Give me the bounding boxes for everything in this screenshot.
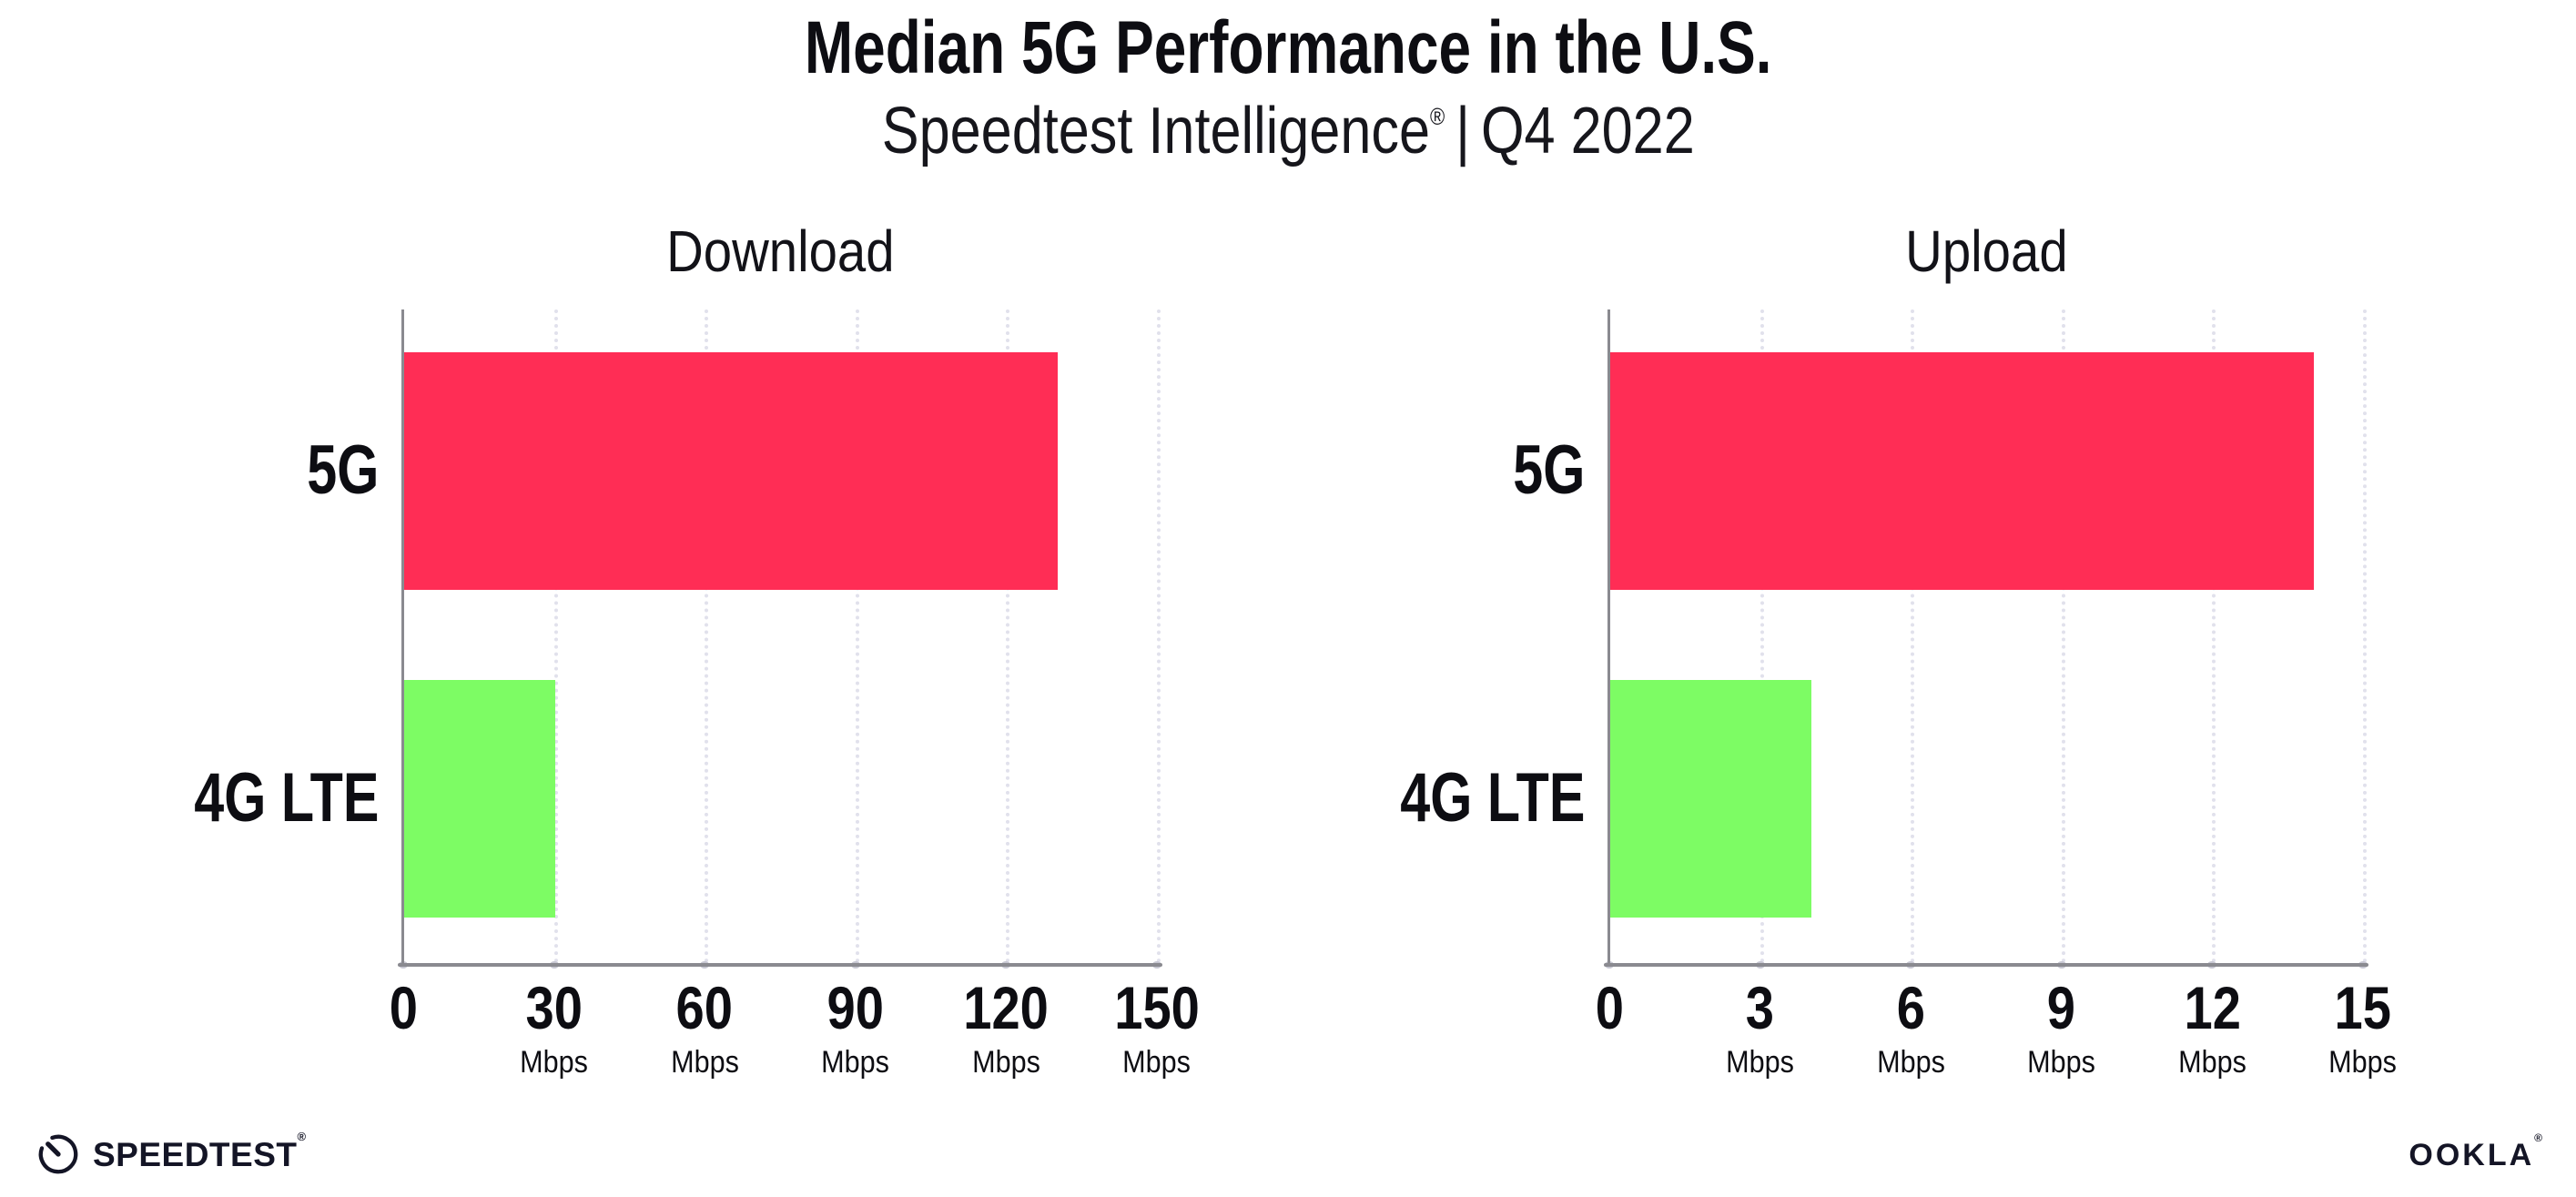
gridline [1006,309,1010,963]
x-tick-unit-text: Mbps [1726,1045,1794,1080]
x-tick-label-text: 90 [827,974,884,1041]
x-tick-label: 12 [2103,978,2321,1038]
gridline [705,309,709,963]
x-tick-unit-text: Mbps [821,1045,890,1080]
x-tick-unit-text: Mbps [2328,1045,2398,1080]
speedtest-registered-mark-icon: ® [297,1130,307,1144]
gridline [1760,309,1764,963]
x-tick-label-text: 6 [1896,974,1925,1041]
y-category-label-5g: 5G [1221,436,1585,505]
speedtest-logo: SPEEDTEST® [36,1131,307,1176]
gridline [855,309,859,963]
gridline [1157,309,1161,963]
gridline [1911,309,1915,963]
y-axis-line [1607,309,1610,967]
registered-mark-icon: ® [1429,104,1445,130]
x-tick-unit-text: Mbps [2177,1045,2246,1080]
x-tick-label: 120 [897,978,1115,1038]
x-tick-label: 90 [746,978,965,1038]
x-tick-label: 30 [445,978,664,1038]
x-tick-unit-label: Mbps [1651,1047,1870,1078]
chart-title-download: Download [416,222,1144,280]
y-category-label-5g: 5G [15,436,379,505]
page-subtitle-text: Speedtest Intelligence® | Q4 2022 [882,98,1695,164]
speedtest-wordmark: SPEEDTEST® [93,1131,307,1173]
y-category-label-text: 5G [306,431,379,509]
chart-title-upload: Upload [1622,222,2350,280]
x-tick-unit-label: Mbps [445,1047,664,1078]
x-tick-label: 150 [1048,978,1266,1038]
x-tick-label-text: 0 [389,974,418,1041]
bar-5g [404,352,1058,590]
gridline [2212,309,2216,963]
chart-title-text: Upload [1904,218,2068,284]
x-tick-unit-label: Mbps [746,1047,965,1078]
page-title: Median 5G Performance in the U.S. [0,11,2576,86]
y-axis-line [401,309,404,967]
subtitle-separator: | [1455,95,1470,167]
x-tick-label-text: 9 [2047,974,2076,1041]
x-tick-label-text: 15 [2334,974,2392,1041]
x-tick-unit-text: Mbps [1876,1045,1945,1080]
x-tick-unit-text: Mbps [670,1045,739,1080]
x-tick-label: 60 [595,978,814,1038]
x-tick-unit-label: Mbps [897,1047,1115,1078]
x-tick-unit-label: Mbps [2254,1047,2472,1078]
x-axis-line [398,963,1162,967]
x-tick-unit-text: Mbps [520,1045,588,1080]
x-tick-label-text: 150 [1114,974,1200,1041]
page-subtitle: Speedtest Intelligence® | Q4 2022 [0,98,2576,164]
ookla-logo: OOKLA® [2409,1132,2545,1172]
bar-5g [1610,352,2314,590]
x-tick-unit-label: Mbps [2103,1047,2321,1078]
subtitle-brand: Speedtest Intelligence [881,95,1430,167]
y-category-label-text: 4G LTE [1399,759,1585,837]
x-tick-label-text: 12 [2184,974,2241,1041]
x-tick-label-text: 30 [525,974,583,1041]
x-tick-unit-text: Mbps [2027,1045,2096,1080]
plot-download [398,309,1162,969]
x-tick-label: 6 [1801,978,2020,1038]
x-tick-label: 0 [294,978,512,1038]
x-tick-label-text: 3 [1745,974,1775,1041]
x-tick-label-text: 60 [675,974,734,1041]
x-tick-label: 0 [1500,978,1719,1038]
gridline [2363,309,2367,963]
gridline [2061,309,2065,963]
y-category-label-text: 4G LTE [193,759,379,837]
y-category-label-4g-lte: 4G LTE [1221,764,1585,833]
x-tick-label: 3 [1651,978,1870,1038]
x-tick-unit-label: Mbps [1952,1047,2171,1078]
speedtest-gauge-icon [38,1134,78,1174]
x-tick-unit-text: Mbps [971,1045,1040,1080]
ookla-registered-mark-icon: ® [2534,1131,2545,1144]
x-tick-label: 9 [1952,978,2171,1038]
y-category-label-4g-lte: 4G LTE [15,764,379,833]
y-category-label-text: 5G [1512,431,1585,509]
chart-title-text: Download [665,218,895,284]
bar-4g-lte [1610,680,1811,918]
x-tick-label-text: 0 [1595,974,1624,1041]
x-tick-unit-text: Mbps [1122,1045,1192,1080]
subtitle-period: Q4 2022 [1480,95,1695,167]
gridline [553,309,558,963]
x-tick-label-text: 120 [963,974,1050,1041]
x-axis-line [1604,963,2368,967]
speedtest-label: SPEEDTEST [93,1135,298,1173]
page-title-text: Median 5G Performance in the U.S. [804,6,1772,89]
x-tick-unit-label: Mbps [1048,1047,1266,1078]
bar-4g-lte [404,680,555,918]
plot-upload [1604,309,2368,969]
x-tick-unit-label: Mbps [595,1047,814,1078]
x-tick-label: 15 [2254,978,2472,1038]
ookla-label: OOKLA [2409,1138,2535,1172]
x-tick-unit-label: Mbps [1801,1047,2020,1078]
